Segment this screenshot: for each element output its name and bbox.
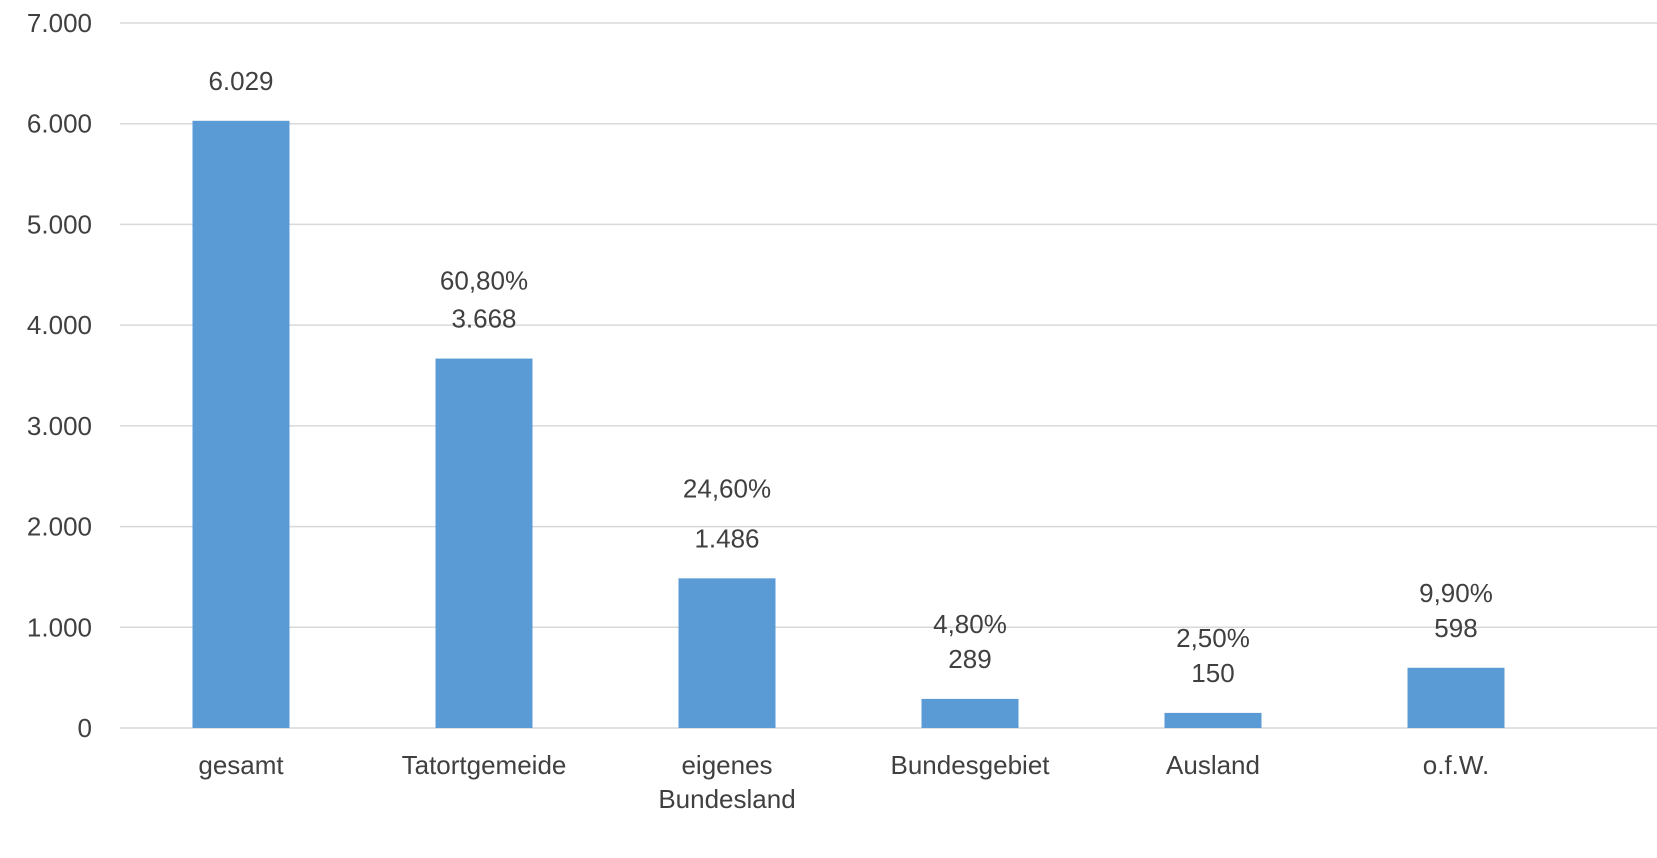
x-category-label: Tatortgemeide xyxy=(402,750,567,780)
data-label-percent: 24,60% xyxy=(683,473,771,503)
data-label-percent: 2,50% xyxy=(1176,623,1250,653)
x-category-label: Bundesgebiet xyxy=(890,750,1050,780)
y-tick-label: 2.000 xyxy=(27,512,92,542)
x-category-label: eigenes xyxy=(681,750,772,780)
y-tick-label: 4.000 xyxy=(27,310,92,340)
y-tick-label: 7.000 xyxy=(27,8,92,38)
data-label-percent: 4,80% xyxy=(933,609,1007,639)
bar xyxy=(921,698,1019,728)
data-label-value: 289 xyxy=(948,644,991,674)
x-category-label: o.f.W. xyxy=(1423,750,1489,780)
data-label-percent: 9,90% xyxy=(1419,578,1493,608)
data-labels: 6.029 3.668 60,80% 1.486 24,60% 289 4,80% 150 2,… xyxy=(208,66,1492,688)
y-tick-label: 6.000 xyxy=(27,109,92,139)
x-category-label: Ausland xyxy=(1166,750,1260,780)
y-axis-tick-labels: 0 1.000 2.000 3.000 4.000 5.000 6.000 7.000 xyxy=(27,8,92,743)
data-label-value: 598 xyxy=(1434,613,1477,643)
gridlines xyxy=(120,22,1657,729)
y-tick-label: 5.000 xyxy=(27,209,92,239)
x-axis-category-labels: gesamt Tatortgemeide eigenes Bundesland Bund… xyxy=(198,750,1489,814)
data-label-value: 150 xyxy=(1191,658,1234,688)
bar xyxy=(678,578,776,728)
x-category-label: gesamt xyxy=(198,750,284,780)
y-tick-label: 3.000 xyxy=(27,411,92,441)
bar xyxy=(1164,712,1262,728)
data-label-value: 3.668 xyxy=(451,304,516,334)
bars xyxy=(192,120,1505,728)
y-tick-label: 1.000 xyxy=(27,612,92,642)
data-label-value: 6.029 xyxy=(208,66,273,96)
y-tick-label: 0 xyxy=(78,713,92,743)
data-label-value: 1.486 xyxy=(694,523,759,553)
x-category-label: Bundesland xyxy=(658,784,795,814)
bar xyxy=(192,120,290,728)
bar xyxy=(435,358,533,728)
bar xyxy=(1407,667,1505,728)
data-label-percent: 60,80% xyxy=(440,266,528,296)
